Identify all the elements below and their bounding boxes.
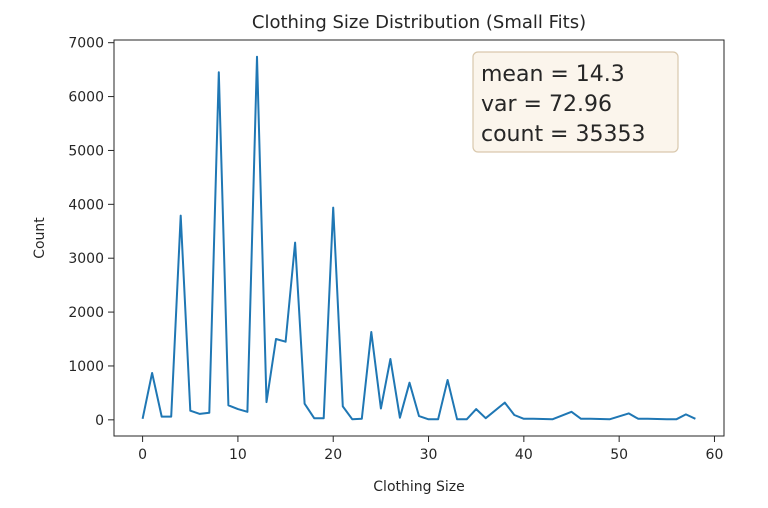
stats-count: count = 35353: [481, 122, 645, 147]
x-tick-label: 60: [706, 447, 724, 463]
x-tick-label: 10: [229, 447, 247, 463]
y-tick-label: 5000: [68, 143, 104, 159]
x-tick-label: 40: [515, 447, 533, 463]
stats-mean: mean = 14.3: [481, 62, 625, 87]
y-tick-label: 0: [95, 413, 104, 429]
plot-axes: [113, 39, 725, 437]
y-tick-label: 2000: [68, 305, 104, 321]
x-tick-label: 30: [420, 447, 438, 463]
y-axis-ticks: 0 1000 2000 3000 4000 5000 6000 7000: [68, 36, 114, 429]
y-tick-label: 6000: [68, 90, 104, 106]
y-tick-label: 3000: [68, 251, 104, 267]
series-layer: [141, 55, 696, 421]
y-tick-label: 7000: [68, 36, 104, 52]
x-tick-label: 0: [138, 447, 147, 463]
plot-frame: [113, 39, 725, 437]
y-tick-label: 1000: [68, 359, 104, 375]
y-axis-label: Count: [32, 217, 48, 259]
chart-title: Clothing Size Distribution (Small Fits): [252, 12, 586, 33]
x-tick-label: 20: [324, 447, 342, 463]
stats-box-background: [472, 51, 679, 153]
series-line: [141, 55, 696, 421]
x-tick-label: 50: [610, 447, 628, 463]
x-axis-ticks: 0 10 20 30 40 50 60: [138, 436, 723, 463]
stats-box: mean = 14.3 var = 72.96 count = 35353: [472, 51, 679, 153]
y-tick-label: 4000: [68, 197, 104, 213]
stats-variance: var = 72.96: [481, 92, 612, 117]
x-axis-label: Clothing Size: [373, 479, 464, 495]
